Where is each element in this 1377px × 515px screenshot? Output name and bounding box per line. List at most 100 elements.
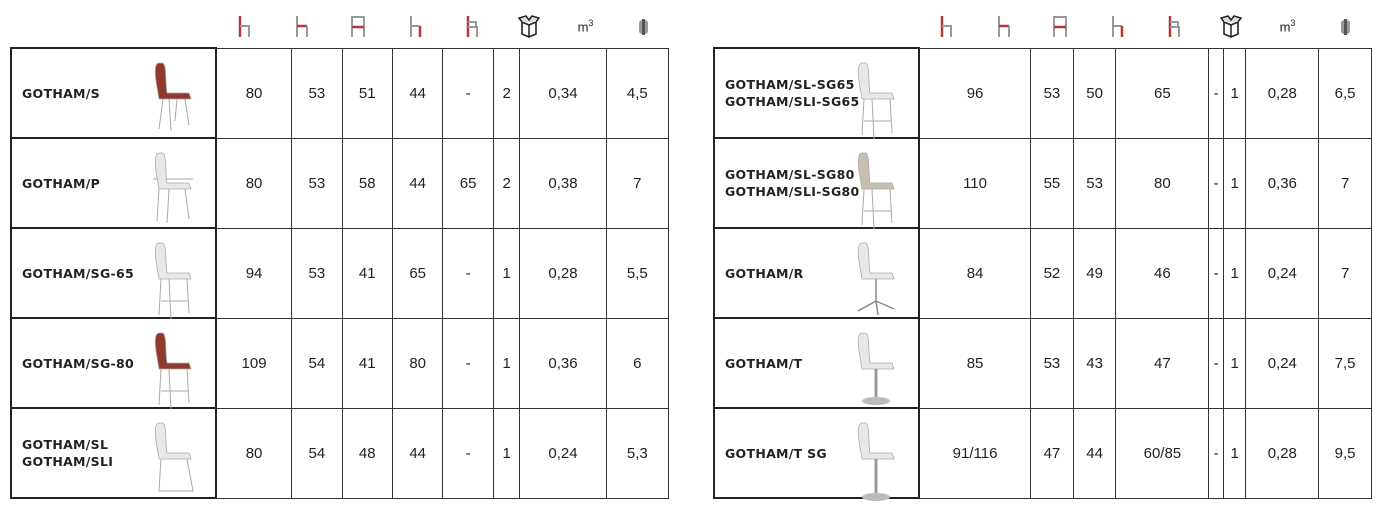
chair-image bbox=[848, 419, 904, 505]
value-cell: 1 bbox=[1222, 47, 1247, 139]
value-cell: 60/85 bbox=[1115, 407, 1210, 499]
weight-icon bbox=[614, 10, 671, 42]
volume-label: m3 bbox=[577, 17, 594, 35]
table-row: GOTHAM/SG-80 109 54 41 80-1 0,36 6 bbox=[10, 317, 670, 410]
value-cell: 54 bbox=[291, 317, 343, 409]
table-row: GOTHAM/T 85 53 43 47-1 0,24 7,5 bbox=[713, 317, 1372, 409]
value-cell: 44 bbox=[391, 137, 444, 229]
value-cell: 55 bbox=[1030, 137, 1074, 229]
product-name-cell: GOTHAM/SL-SG80 GOTHAM/SLI-SG80 bbox=[713, 137, 920, 230]
total-height-icon bbox=[215, 10, 272, 42]
value-cell: 52 bbox=[1030, 227, 1074, 319]
product-name: GOTHAM/SL-SG65 bbox=[725, 77, 855, 92]
value-cell: 1 bbox=[492, 227, 521, 319]
product-name-cell: GOTHAM/T bbox=[713, 317, 920, 409]
value-cell: 0,28 bbox=[1245, 47, 1320, 139]
product-name-cell: GOTHAM/R bbox=[713, 227, 920, 319]
value-cell: 0,24 bbox=[1245, 317, 1320, 409]
value-cell: 91/116 bbox=[918, 407, 1032, 499]
width-icon bbox=[1031, 10, 1088, 42]
product-name-cell: GOTHAM/P bbox=[10, 137, 217, 229]
value-cell: 2 bbox=[492, 137, 521, 229]
value-cell: 53 bbox=[1030, 47, 1074, 139]
product-name: GOTHAM/SL bbox=[22, 437, 109, 452]
value-cell: 1 bbox=[1222, 317, 1247, 409]
value-cell: 96 bbox=[918, 47, 1032, 139]
value-cell: 47 bbox=[1030, 407, 1074, 499]
product-name: GOTHAM/T bbox=[725, 355, 803, 371]
product-name-cell: GOTHAM/SG-80 bbox=[10, 317, 217, 410]
table-row: GOTHAM/S 80 53 51 44-2 0,34 4,5 bbox=[10, 47, 670, 139]
chair-image bbox=[145, 329, 201, 415]
product-name-cell: GOTHAM/SL GOTHAM/SLI bbox=[10, 407, 217, 499]
value-cell: 7 bbox=[1318, 137, 1372, 229]
product-name: GOTHAM/R bbox=[725, 265, 804, 281]
product-name: GOTHAM/SLI-SG80 bbox=[725, 184, 860, 199]
value-cell: 9,5 bbox=[1318, 407, 1372, 499]
package-box-icon bbox=[1202, 10, 1259, 42]
value-cell: 7,5 bbox=[1318, 317, 1372, 409]
value-cell: 0,34 bbox=[519, 47, 607, 139]
chair-image bbox=[848, 239, 904, 325]
value-cell: 80 bbox=[215, 137, 293, 229]
value-cell: 48 bbox=[341, 407, 393, 499]
value-cell: 7 bbox=[1318, 227, 1372, 319]
value-cell: 54 bbox=[291, 407, 343, 499]
value-cell: - bbox=[442, 227, 494, 319]
value-cell: - bbox=[442, 407, 494, 499]
value-cell: 1 bbox=[492, 407, 521, 499]
value-cell: 1 bbox=[1222, 137, 1247, 229]
chair-image bbox=[145, 239, 201, 325]
armrest-height-icon bbox=[1145, 10, 1202, 42]
chair-image bbox=[848, 329, 904, 415]
product-name: GOTHAM/SL-SG80 bbox=[725, 167, 855, 182]
value-cell: 80 bbox=[215, 407, 293, 499]
value-cell: 49 bbox=[1072, 227, 1117, 319]
value-cell: - bbox=[1208, 317, 1224, 409]
value-cell: - bbox=[442, 47, 494, 139]
total-height-icon bbox=[917, 10, 974, 42]
value-cell: 94 bbox=[215, 227, 293, 319]
value-cell: 43 bbox=[1072, 317, 1117, 409]
chair-image bbox=[145, 419, 201, 505]
armrest-height-icon bbox=[443, 10, 500, 42]
weight-icon bbox=[1316, 10, 1373, 42]
product-name: GOTHAM/SLI-SG65 bbox=[725, 94, 860, 109]
value-cell: 65 bbox=[442, 137, 494, 229]
value-cell: 41 bbox=[341, 227, 393, 319]
value-cell: 1 bbox=[492, 317, 521, 409]
value-cell: 53 bbox=[291, 227, 343, 319]
volume-label: m3 bbox=[1279, 17, 1296, 35]
value-cell: 109 bbox=[215, 317, 293, 409]
product-name-cell: GOTHAM/SL-SG65 GOTHAM/SLI-SG65 bbox=[713, 47, 920, 140]
product-name: GOTHAM/P bbox=[22, 175, 101, 191]
value-cell: 58 bbox=[341, 137, 393, 229]
value-cell: 80 bbox=[1115, 137, 1210, 229]
value-cell: 5,5 bbox=[605, 227, 670, 319]
value-cell: - bbox=[1208, 137, 1224, 229]
product-name: GOTHAM/SLI bbox=[22, 454, 114, 469]
product-name: GOTHAM/SG-65 bbox=[22, 265, 134, 281]
seat-depth-icon bbox=[974, 10, 1031, 42]
table-row: GOTHAM/P 80 53 58 44 65 2 0,38 7 bbox=[10, 137, 670, 229]
value-cell: 2 bbox=[492, 47, 521, 139]
value-cell: 5,3 bbox=[605, 407, 670, 499]
value-cell: 7 bbox=[605, 137, 670, 229]
table-row: GOTHAM/R 84 52 49 46-1 0,24 7 bbox=[713, 227, 1372, 319]
product-name: GOTHAM/SG-80 bbox=[22, 355, 134, 371]
table-row: GOTHAM/SL GOTHAM/SLI 80 54 48 44-1 0,24 5,3 bbox=[10, 407, 670, 499]
value-cell: 0,28 bbox=[519, 227, 607, 319]
value-cell: 85 bbox=[918, 317, 1032, 409]
value-cell: 50 bbox=[1072, 47, 1117, 139]
value-cell: - bbox=[1208, 407, 1224, 499]
value-cell: 53 bbox=[1072, 137, 1117, 229]
value-cell: 1 bbox=[1222, 407, 1247, 499]
value-cell: 4,5 bbox=[605, 47, 670, 139]
volume-icon: m3 bbox=[557, 10, 614, 42]
value-cell: 110 bbox=[918, 137, 1032, 229]
product-name: GOTHAM/S bbox=[22, 85, 100, 101]
value-cell: 51 bbox=[341, 47, 393, 139]
value-cell: 0,24 bbox=[519, 407, 607, 499]
value-cell: - bbox=[442, 317, 494, 409]
value-cell: 0,24 bbox=[1245, 227, 1320, 319]
